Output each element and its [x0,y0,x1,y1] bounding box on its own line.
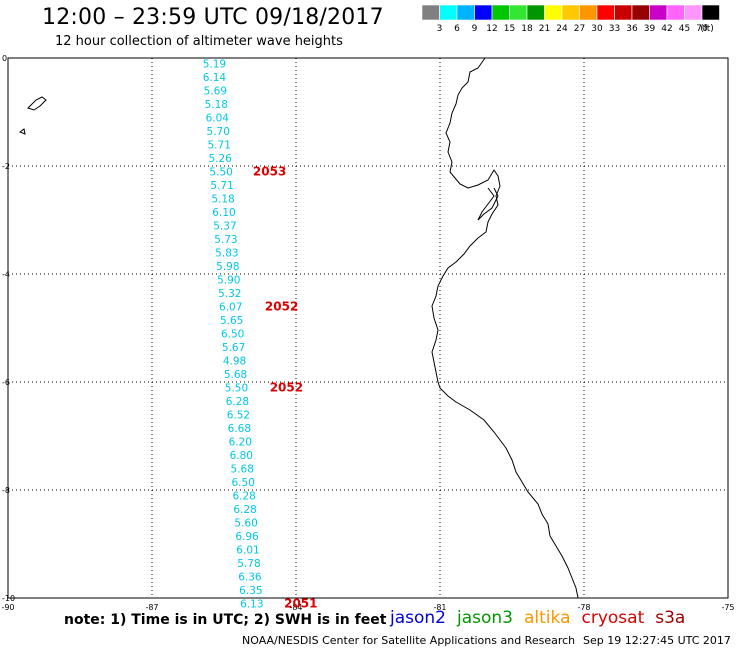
credit-text: NOAA/NESDIS Center for Satellite Applica… [242,634,576,647]
satellite-jason2: jason2 [390,608,446,628]
legend-tick-label: 70 [696,24,708,34]
color-legend: 3 6 9 12 15 18 21 24 27 30 33 36 39 42 45 70(ft) [421,4,720,34]
longitude-tick-label: -81 [433,603,446,610]
wave-height-value: 5.69 [204,85,227,97]
satellite-legend: jason2 jason3 altika cryosat s3a [390,608,696,628]
longitude-tick-label: -75 [721,603,734,610]
longitude-tick-label: -84 [289,603,302,610]
wave-height-value: 5.78 [237,558,260,570]
legend-tick-label: 18 [521,24,533,34]
wave-height-value: 6.50 [232,477,255,489]
longitude-tick-label: -87 [145,603,158,610]
wave-height-map: -90 -87 -84 -81 -78 -750-2-4-6-8-105.196.145.… [1,54,734,610]
wave-height-value: 4.98 [223,355,246,367]
satellite-cryosat: cryosat [581,608,645,628]
legend-tick-label: 33 [609,24,620,34]
wave-height-value: 5.50 [225,382,248,394]
wave-height-value: 5.70 [207,126,230,138]
galapagos-islet [18,128,26,135]
page-subtitle: 12 hour collection of altimeter wave hei… [55,34,343,49]
page-title: 12:00 – 23:59 UTC 09/18/2017 [42,5,384,30]
wave-height-value: 6.35 [239,585,262,597]
pass-time-label: 2051 [284,596,317,610]
legend-tick-label: 39 [644,24,656,34]
wave-height-value: 5.32 [218,288,241,300]
wave-height-value: 6.10 [212,207,235,219]
wave-height-value: 5.83 [215,247,238,259]
latitude-tick-label: -4 [2,270,10,279]
wave-height-value: 5.68 [231,463,254,475]
latitude-tick-label: -10 [2,594,15,603]
wave-height-value: 5.71 [208,139,231,151]
wave-height-value: 6.52 [227,409,250,421]
wave-height-value: 5.60 [234,517,257,529]
wave-height-value: 6.14 [203,72,227,84]
legend-tick-label: 45 [679,24,690,34]
map-frame [7,57,729,599]
pass-time-label: 2052 [265,299,298,313]
wave-height-value: 6.68 [228,423,251,435]
wave-height-value: 5.19 [203,58,226,70]
wave-height-value: 5.90 [217,274,240,286]
legend-tick-label: 12 [486,24,497,34]
wave-height-value: 6.28 [232,490,255,502]
wave-height-value: 6.50 [221,328,244,340]
wave-height-value: 5.37 [213,220,236,232]
wave-height-value: 6.28 [226,396,249,408]
legend-tick-label: 30 [591,24,603,34]
legend-tick-label: 3 [437,24,443,34]
legend-unit-label: (ft) [700,24,714,34]
gulf-inlet [477,187,499,221]
wave-height-value: 5.67 [222,342,245,354]
satellite-jason3: jason3 [457,608,513,628]
wave-height-value: 5.71 [210,180,233,192]
pass-time-label: 2052 [270,380,303,394]
wave-height-value: 5.98 [216,261,239,273]
wave-height-value: 5.65 [220,315,243,327]
galapagos-island [27,96,47,111]
wave-height-value: 6.80 [230,450,253,462]
legend-tick-label: 6 [454,24,460,34]
legend-tick-label: 9 [472,24,478,34]
satellite-s3a: s3a [655,608,686,628]
wave-height-value: 6.04 [206,112,230,124]
wave-height-value: 5.26 [208,153,232,165]
wave-height-value: 6.96 [235,531,259,543]
legend-tick-label: 15 [504,24,515,34]
latitude-tick-label: 0 [2,54,7,63]
legend-tick-label: 42 [661,24,672,34]
wave-height-value: 5.73 [214,234,237,246]
legend-swatch [701,4,720,21]
wave-height-value: 6.28 [233,504,256,516]
footer-note: note: 1) Time is in UTC; 2) SWH is in fe… [64,612,387,628]
legend-tick-label: 24 [556,24,568,34]
pass-time-label: 2053 [253,164,286,178]
wave-height-value: 5.18 [205,99,228,111]
latitude-tick-label: -2 [2,162,10,171]
wave-height-value: 6.07 [219,301,242,313]
wave-height-value: 6.20 [229,436,252,448]
legend-tick-label: 36 [626,24,638,34]
wave-height-value: 5.50 [209,166,232,178]
legend-tick-label: 27 [574,24,585,34]
longitude-tick-label: -90 [1,603,14,610]
coastline [431,57,579,599]
wave-height-value: 6.13 [240,598,263,610]
wave-height-value: 5.68 [224,369,247,381]
latitude-tick-label: -8 [2,486,10,495]
latitude-tick-label: -6 [2,378,10,387]
credit-timestamp: Sep 19 12:27:45 UTC 2017 [583,634,731,647]
wave-height-value: 6.01 [236,544,259,556]
satellite-altika: altika [524,608,571,628]
wave-height-value: 5.18 [211,193,234,205]
longitude-tick-label: -78 [577,603,590,610]
wave-height-value: 6.36 [238,571,262,583]
legend-tick-label: 21 [539,24,550,34]
